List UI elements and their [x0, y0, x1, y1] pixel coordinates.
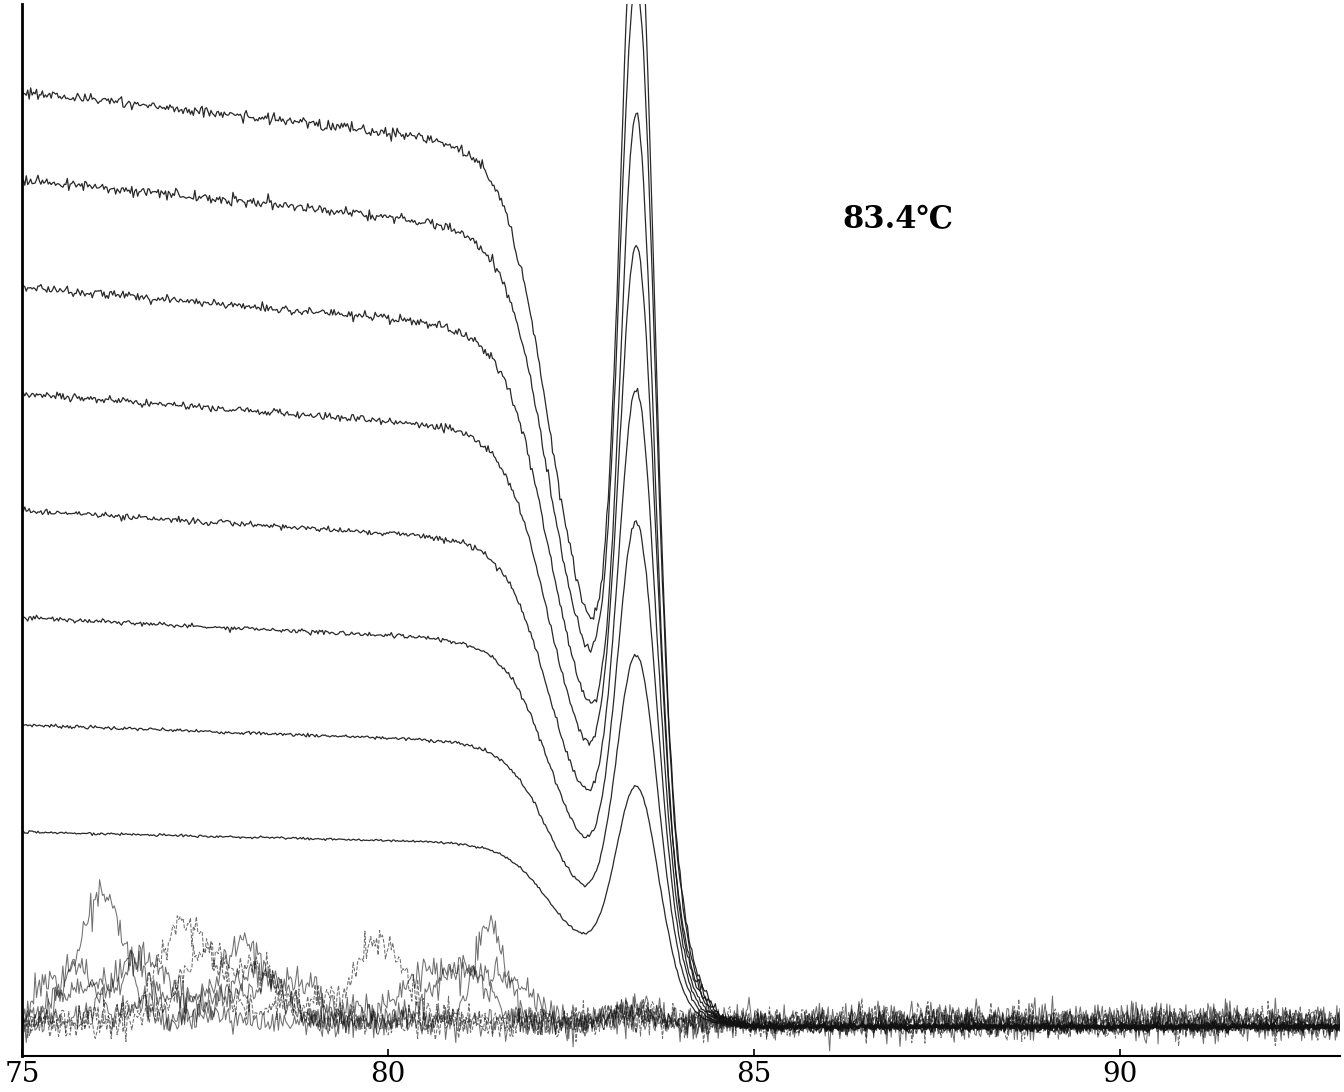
Text: 83.4℃: 83.4℃ [841, 204, 953, 235]
